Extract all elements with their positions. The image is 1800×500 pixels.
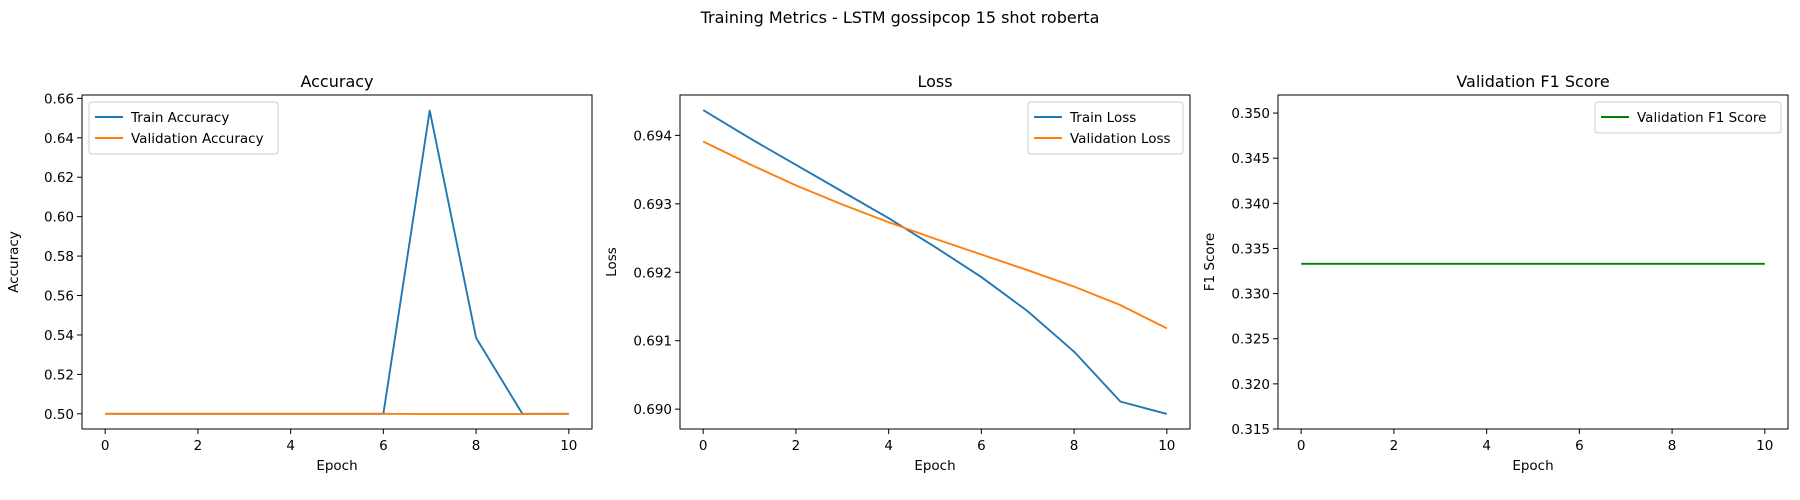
x-tick-label: 10 <box>560 438 577 454</box>
y-tick-label: 0.320 <box>1231 377 1270 393</box>
x-tick-label: 0 <box>1297 438 1306 454</box>
x-tick-label: 2 <box>194 438 203 454</box>
x-tick-label: 8 <box>472 438 481 454</box>
legend-label: Train Loss <box>1069 110 1136 126</box>
y-tick-label: 0.345 <box>1231 151 1270 167</box>
series-line-1 <box>702 109 1168 415</box>
legend-box <box>1594 101 1782 134</box>
x-tick-label: 0 <box>699 438 708 454</box>
chart-panel-1: Accuracy 0 2 4 6 8 10 0.50 0.52 0.54 0.56 0.58 0.60 0… <box>6 72 593 474</box>
y-axis-label: Accuracy <box>6 231 22 293</box>
legend: Validation F1 Score <box>1594 101 1782 134</box>
y-tick-label: 0.694 <box>633 128 672 144</box>
x-tick-label: 4 <box>1482 438 1491 454</box>
y-tick-label: 0.54 <box>44 328 74 344</box>
x-tick-label: 0 <box>101 438 110 454</box>
y-tick-label: 0.50 <box>44 407 74 423</box>
y-tick-label: 0.340 <box>1231 196 1270 212</box>
chart-panel-3: Validation F1 Score 0 2 4 6 8 10 0.315 0.320 0.32… <box>1202 72 1789 474</box>
y-tick-label: 0.60 <box>44 210 74 226</box>
x-tick-label: 4 <box>884 438 893 454</box>
legend: Train Accuracy Validation Accuracy <box>88 101 279 155</box>
legend-label: Train Accuracy <box>130 110 229 126</box>
y-tick-label: 0.58 <box>44 249 74 265</box>
legend-box <box>1027 101 1184 155</box>
y-tick-label: 0.62 <box>44 170 74 186</box>
x-tick-label: 8 <box>1070 438 1079 454</box>
y-tick-label: 0.66 <box>44 91 74 107</box>
y-tick-label: 0.64 <box>44 131 74 147</box>
legend-label: Validation Accuracy <box>131 131 264 147</box>
y-tick-label: 0.692 <box>633 265 672 281</box>
chart-panel-2: Loss 0 2 4 6 8 10 0.690 0.691 0.692 0.693 0.694 Epoc… <box>604 72 1191 474</box>
axes-frame <box>81 94 593 430</box>
legend-label: Validation F1 Score <box>1637 110 1766 126</box>
axes-frame <box>1277 94 1789 430</box>
panel-title: Validation F1 Score <box>1456 72 1609 91</box>
legend: Train Loss Validation Loss <box>1027 101 1184 155</box>
chart-panels: Accuracy 0 2 4 6 8 10 0.50 0.52 0.54 0.56 0.58 0.60 0… <box>6 72 1789 474</box>
y-tick-label: 0.350 <box>1231 106 1270 122</box>
x-tick-label: 8 <box>1668 438 1677 454</box>
y-tick-label: 0.315 <box>1231 422 1270 438</box>
x-tick-label: 6 <box>379 438 388 454</box>
x-tick-label: 6 <box>977 438 986 454</box>
x-tick-label: 10 <box>1756 438 1773 454</box>
y-tick-label: 0.56 <box>44 289 74 305</box>
figure-title: Training Metrics - LSTM gossipcop 15 sho… <box>700 8 1100 27</box>
legend-box <box>88 101 279 155</box>
x-axis-label: Epoch <box>914 458 955 474</box>
y-axis-label: Loss <box>604 247 620 277</box>
y-tick-label: 0.325 <box>1231 332 1270 348</box>
y-tick-label: 0.330 <box>1231 287 1270 303</box>
x-axis-label: Epoch <box>316 458 357 474</box>
x-axis-label: Epoch <box>1512 458 1553 474</box>
x-tick-label: 2 <box>1390 438 1399 454</box>
y-tick-label: 0.690 <box>633 402 672 418</box>
panel-title: Accuracy <box>300 72 373 91</box>
axes-frame <box>679 94 1191 430</box>
y-tick-label: 0.693 <box>633 197 672 213</box>
y-axis-label: F1 Score <box>1202 233 1218 291</box>
x-tick-label: 2 <box>792 438 801 454</box>
y-tick-label: 0.691 <box>633 334 672 350</box>
x-tick-label: 6 <box>1575 438 1584 454</box>
series-line-2 <box>702 140 1168 330</box>
y-tick-label: 0.52 <box>44 367 74 383</box>
y-tick-label: 0.335 <box>1231 241 1270 257</box>
panel-title: Loss <box>917 72 952 91</box>
legend-label: Validation Loss <box>1070 131 1171 147</box>
x-tick-label: 4 <box>286 438 295 454</box>
x-tick-label: 10 <box>1158 438 1175 454</box>
